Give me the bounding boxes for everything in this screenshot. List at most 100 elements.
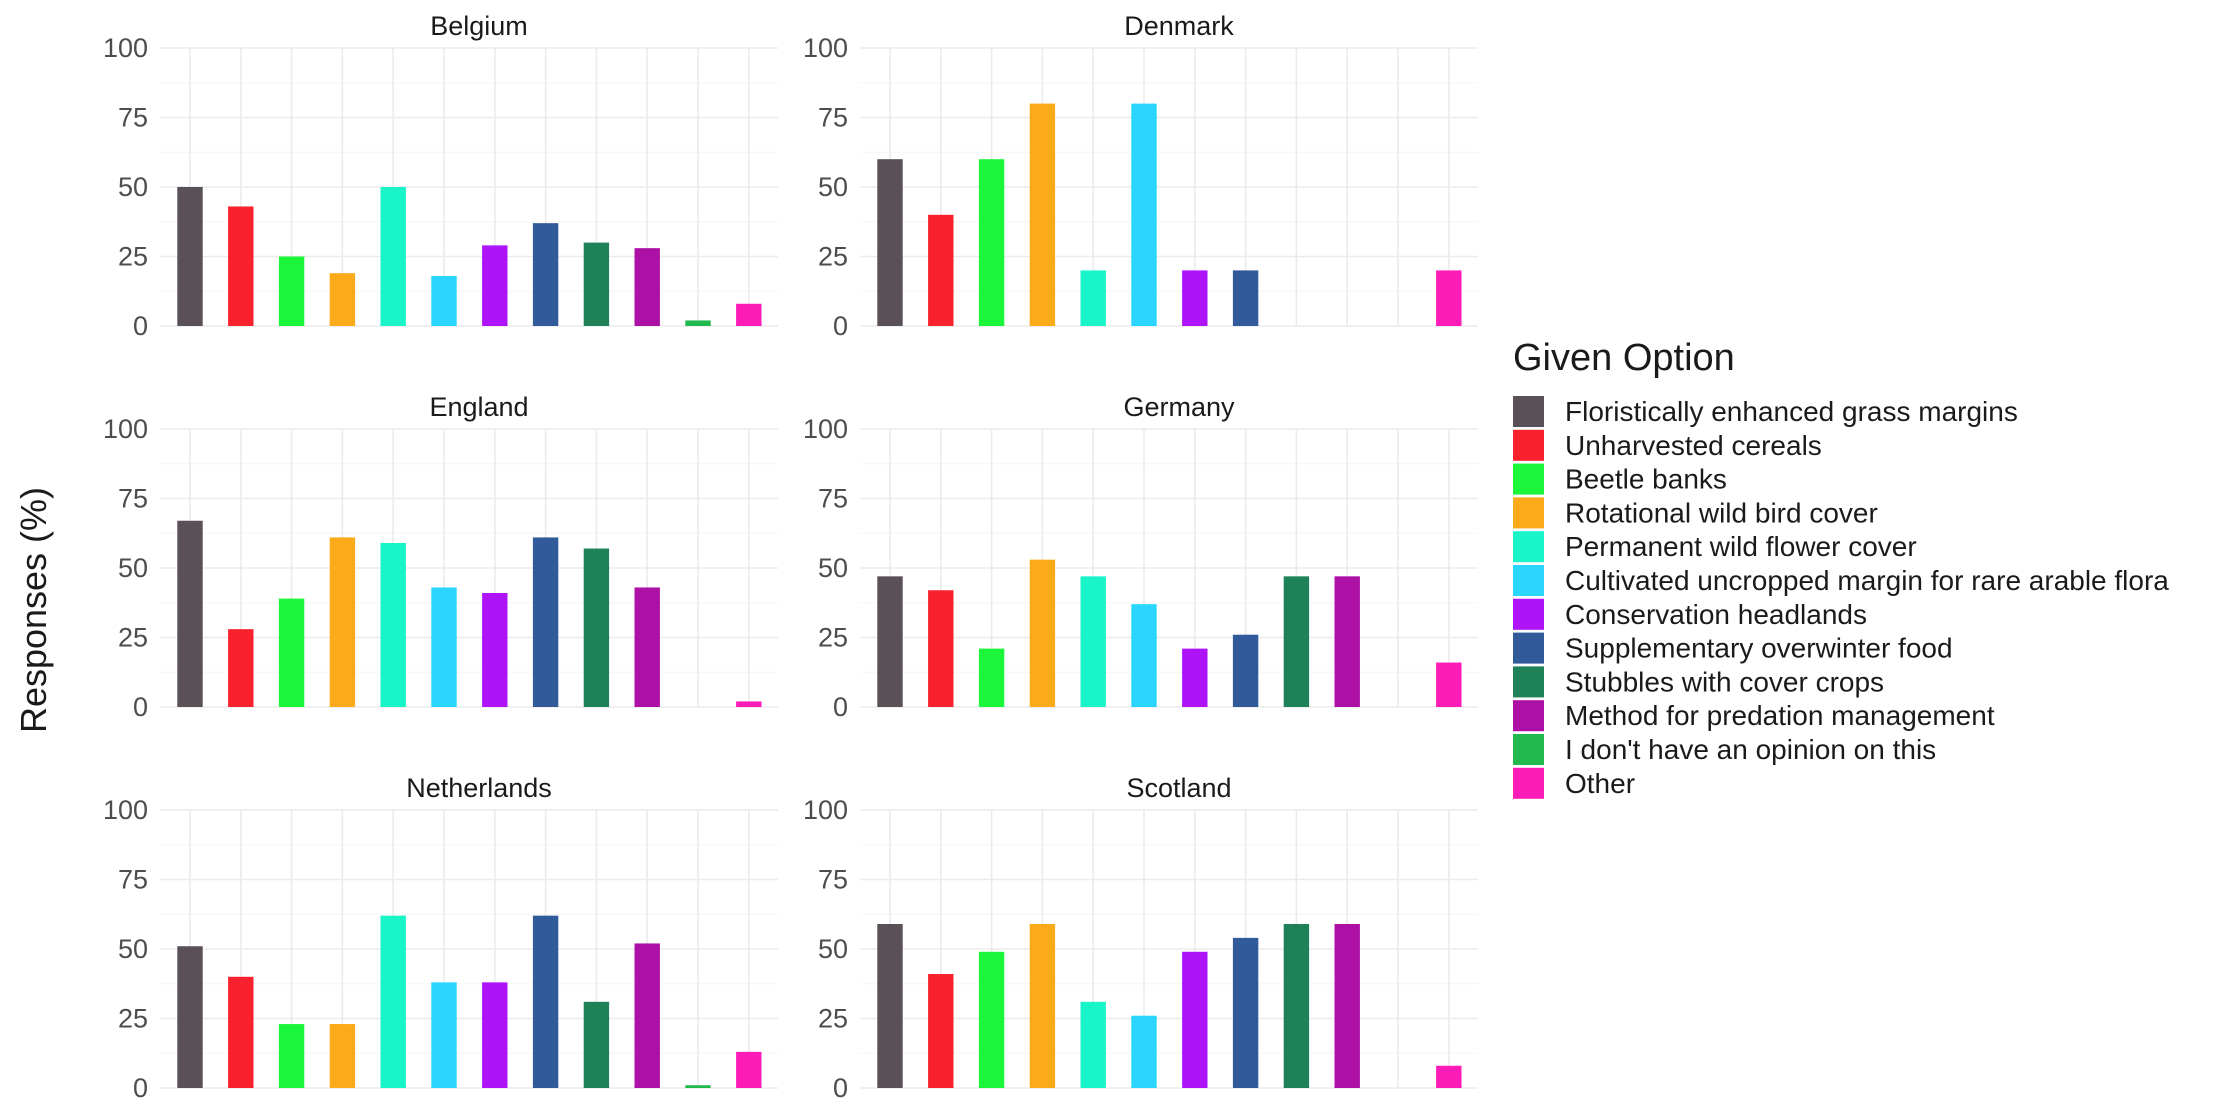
bar — [482, 245, 508, 326]
legend-label: Cultivated uncropped margin for rare ara… — [1565, 565, 2169, 596]
bar — [583, 548, 610, 707]
y-tick-label: 100 — [103, 795, 148, 825]
y-tick-label: 100 — [103, 33, 148, 63]
bar — [380, 187, 406, 326]
panel-title: Belgium — [430, 11, 528, 41]
bar — [1232, 937, 1259, 1088]
legend-item: Rotational wild bird cover — [1513, 497, 1878, 529]
bar — [177, 946, 203, 1088]
bar — [1334, 576, 1360, 707]
legend-item: Beetle banks — [1513, 463, 1727, 495]
y-tick-label: 50 — [118, 934, 148, 964]
bar — [278, 256, 305, 326]
y-tick-label: 75 — [118, 103, 148, 133]
legend-label: Other — [1565, 768, 1635, 799]
legend-swatch — [1513, 767, 1544, 799]
legend-swatch — [1513, 396, 1544, 427]
bar — [1232, 634, 1259, 707]
bar — [1131, 103, 1157, 326]
legend-item: Method for predation management — [1513, 700, 1995, 732]
panel-title: Scotland — [1126, 773, 1231, 803]
chart-panels: 0 25 50 75 100 Belgium 0 25 50 75 100 Denmark 0 25 50 7… — [103, 11, 1478, 1101]
y-tick-label: 75 — [818, 103, 848, 133]
bar — [329, 1024, 356, 1088]
y-tick-label: 50 — [818, 172, 848, 202]
legend-swatch — [1513, 497, 1544, 529]
panel-title: Denmark — [1124, 11, 1234, 41]
bar — [1029, 923, 1056, 1088]
bar — [1029, 559, 1056, 707]
y-tick-label: 100 — [103, 414, 148, 444]
panel-title: Germany — [1123, 392, 1235, 422]
bar — [736, 303, 762, 326]
bar — [177, 187, 203, 326]
bar — [583, 1001, 610, 1088]
bar — [634, 943, 660, 1088]
legend-swatch — [1513, 666, 1544, 698]
y-tick-label: 0 — [133, 692, 148, 722]
panel-netherlands: 0 25 50 75 100 Netherlands — [103, 773, 778, 1101]
legend-label: Floristically enhanced grass margins — [1565, 396, 2018, 427]
bar — [380, 542, 406, 707]
bar — [634, 587, 660, 707]
bar — [634, 248, 660, 326]
legend: Given Option Floristically enhanced gras… — [1513, 337, 2169, 799]
bar — [736, 1051, 762, 1088]
bar — [928, 974, 954, 1088]
legend-label: Rotational wild bird cover — [1565, 497, 1878, 528]
bar — [1283, 923, 1310, 1088]
legend-item: Permanent wild flower cover — [1513, 531, 1917, 563]
legend-swatch — [1513, 429, 1544, 461]
bar — [1436, 1065, 1462, 1088]
legend-label: Method for predation management — [1565, 700, 1995, 731]
legend-label: Unharvested cereals — [1565, 430, 1822, 461]
bar — [736, 701, 762, 707]
panel-germany: 0 25 50 75 100 Germany — [803, 392, 1478, 722]
bar — [532, 915, 559, 1088]
panel-title: England — [429, 392, 528, 422]
y-tick-label: 50 — [818, 553, 848, 583]
y-tick-label: 25 — [818, 242, 848, 272]
bar — [583, 242, 610, 326]
bar — [978, 951, 1005, 1088]
y-tick-label: 75 — [818, 484, 848, 514]
bar — [1182, 648, 1208, 707]
legend-swatch — [1513, 565, 1544, 596]
y-tick-label: 100 — [803, 414, 848, 444]
bar — [877, 159, 903, 326]
panel-belgium: 0 25 50 75 100 Belgium — [103, 11, 778, 341]
bar — [685, 1085, 711, 1088]
bar — [228, 206, 254, 326]
bar — [482, 982, 508, 1088]
legend-swatch — [1513, 700, 1544, 732]
bar — [1436, 270, 1462, 326]
y-tick-label: 25 — [118, 623, 148, 653]
bar — [1131, 1015, 1157, 1088]
legend-item: Stubbles with cover crops — [1513, 666, 1884, 698]
legend-swatch — [1513, 598, 1544, 630]
legend-label: Conservation headlands — [1565, 599, 1867, 630]
y-tick-label: 25 — [818, 1004, 848, 1034]
panel-england: 0 25 50 75 100 England — [103, 392, 778, 722]
bar — [1080, 270, 1106, 326]
bar — [1080, 576, 1106, 707]
y-tick-label: 0 — [833, 692, 848, 722]
legend-item: Conservation headlands — [1513, 598, 1867, 630]
bar — [1334, 923, 1360, 1088]
bar — [877, 576, 903, 707]
bar — [177, 520, 203, 707]
legend-swatch — [1513, 632, 1544, 664]
legend-label: Supplementary overwinter food — [1565, 633, 1953, 664]
bar — [329, 537, 356, 707]
bar — [380, 915, 406, 1088]
bar — [278, 598, 305, 707]
legend-item: I don't have an opinion on this — [1513, 734, 1936, 765]
bar — [532, 223, 559, 326]
y-tick-label: 50 — [818, 934, 848, 964]
bar — [431, 982, 457, 1088]
y-tick-label: 75 — [818, 865, 848, 895]
bar — [1029, 103, 1056, 326]
bar — [1080, 1001, 1106, 1088]
legend-item: Unharvested cereals — [1513, 429, 1822, 461]
y-tick-label: 0 — [133, 1073, 148, 1101]
